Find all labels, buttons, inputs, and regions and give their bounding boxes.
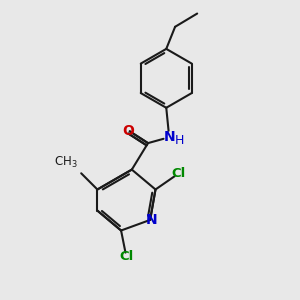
Text: N: N — [164, 130, 175, 144]
Text: Cl: Cl — [119, 250, 133, 262]
Text: Cl: Cl — [171, 167, 185, 180]
Text: O: O — [122, 124, 134, 138]
Text: N: N — [146, 213, 158, 227]
Text: CH$_3$: CH$_3$ — [54, 155, 78, 170]
Text: H: H — [175, 134, 184, 147]
